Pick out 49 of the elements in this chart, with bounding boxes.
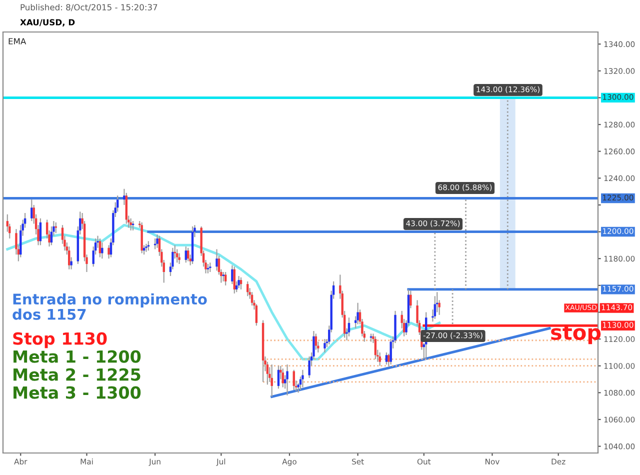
- candlestick: [270, 364, 273, 398]
- candlestick: [277, 365, 280, 390]
- candlestick: [187, 247, 190, 262]
- candlestick: [286, 364, 288, 396]
- candlestick: [178, 252, 180, 265]
- candlestick: [390, 338, 392, 366]
- candlestick: [385, 352, 388, 366]
- annotation: Stop 1130: [13, 332, 107, 348]
- candlestick: [130, 218, 132, 231]
- candlestick: [238, 275, 240, 289]
- candlestick: [302, 369, 304, 388]
- candlestick: [209, 262, 212, 273]
- candlestick: [378, 352, 381, 366]
- candlestick: [374, 336, 377, 360]
- annotation: stop: [551, 325, 601, 344]
- candlestick: [206, 263, 210, 274]
- annotation: EMA: [8, 38, 26, 44]
- candlestick: [222, 271, 224, 282]
- candlestick: [282, 368, 284, 388]
- annotation: Entrada no rompimento dos 1157: [12, 293, 207, 320]
- candlestick: [98, 238, 102, 258]
- candlestick: [324, 338, 326, 353]
- candlestick: [145, 243, 148, 252]
- candlestick: [147, 240, 150, 252]
- annotation: Meta 2 - 1225: [14, 368, 140, 381]
- candlestick: [176, 248, 178, 264]
- candlestick: [68, 246, 70, 270]
- candlestick: [246, 280, 249, 297]
- candlestick: [250, 292, 254, 306]
- annotation: Meta 1 - 1200: [14, 350, 141, 363]
- candlestick: [292, 369, 295, 391]
- candlestick: [30, 199, 33, 222]
- chart-title: XAU/USD, D: [20, 19, 75, 26]
- candlestick: [224, 271, 227, 286]
- candlestick: [308, 356, 310, 378]
- candlestick: [434, 296, 436, 320]
- candlestick: [216, 248, 218, 272]
- candlestick: [132, 220, 134, 231]
- annotation: Meta 3 - 1300: [14, 386, 141, 399]
- candlestick: [184, 246, 188, 264]
- candlestick: [233, 266, 236, 294]
- candlestick: [240, 276, 242, 290]
- candlestick: [255, 304, 258, 326]
- text: Published: 8/Oct/2015 - 15:20:37: [20, 4, 158, 12]
- candlestick: [356, 302, 359, 325]
- candlestick: [101, 242, 104, 260]
- candlestick: [348, 317, 350, 337]
- candlestick: [54, 222, 57, 234]
- candlestick: [39, 218, 42, 246]
